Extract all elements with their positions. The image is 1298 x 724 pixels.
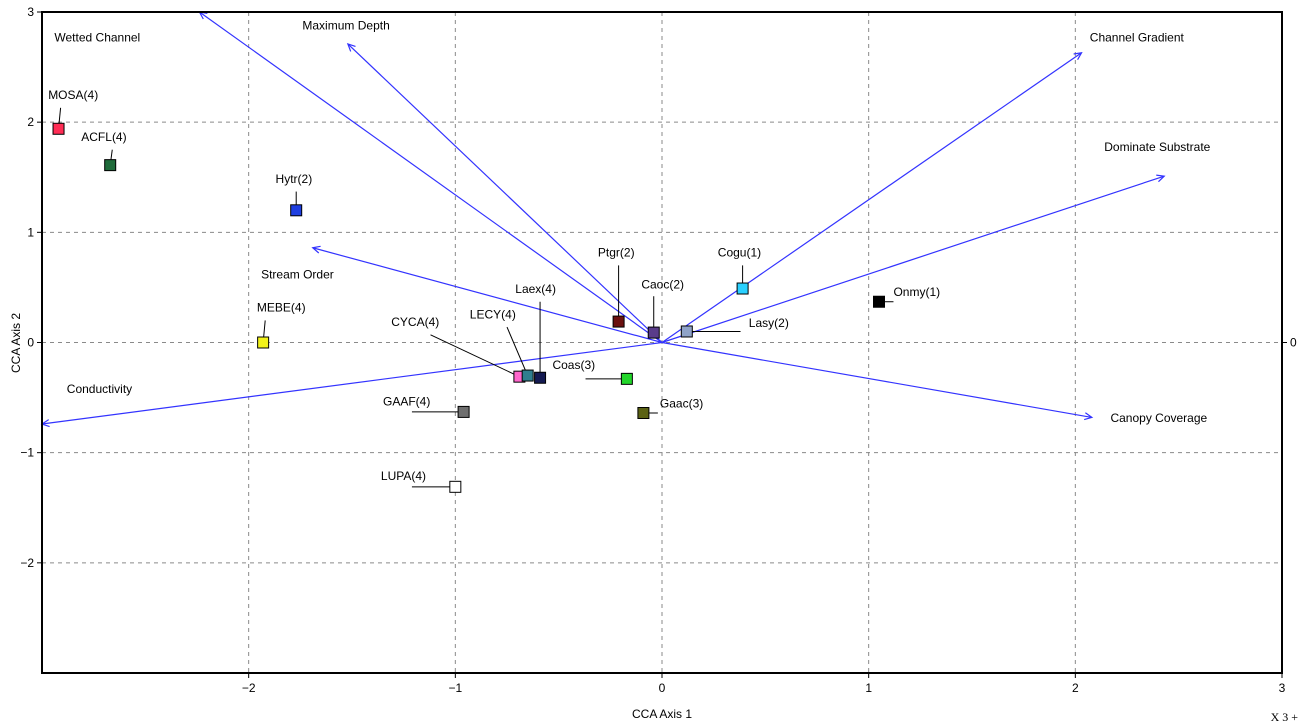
vector-label: Stream Order xyxy=(261,268,334,282)
vector-line xyxy=(41,341,663,425)
species-marker xyxy=(534,371,547,384)
y-tick-label: 0 xyxy=(27,336,34,350)
species-label: GAAF(4) xyxy=(383,394,430,408)
species-marker xyxy=(873,295,885,308)
vector-label: Maximum Depth xyxy=(302,19,389,33)
species-marker xyxy=(736,282,749,295)
species-marker xyxy=(612,315,625,328)
vector-line xyxy=(661,52,1082,343)
species-label: Ptgr(2) xyxy=(598,246,635,260)
x-tick-label: −1 xyxy=(448,681,462,695)
species-label: Coas(3) xyxy=(552,358,595,372)
species-marker xyxy=(257,336,270,349)
species-leader-line xyxy=(430,334,520,378)
vector-arrowhead xyxy=(1073,51,1083,61)
species-marker xyxy=(104,159,117,172)
species-points: MOSA(4) ACFL(4) Hytr(2) MEBE(4) CYCA(4) LECY(… xyxy=(48,88,940,493)
vector-arrowhead xyxy=(1084,412,1094,421)
plot-frame xyxy=(41,11,1283,674)
species-marker xyxy=(637,407,650,420)
vector-line xyxy=(312,247,663,344)
vector-arrowhead xyxy=(346,42,356,52)
vector-line xyxy=(347,43,663,343)
species-label: Laex(4) xyxy=(515,282,556,296)
species-label: LECY(4) xyxy=(470,307,516,321)
species-marker xyxy=(620,372,633,385)
vector-label: Dominate Substrate xyxy=(1104,140,1210,154)
species-marker xyxy=(647,326,660,339)
vector-line xyxy=(661,175,1165,344)
species-marker xyxy=(680,325,693,338)
species-marker xyxy=(521,369,534,382)
species-marker xyxy=(290,204,303,217)
species-marker xyxy=(457,405,470,418)
species-label: MOSA(4) xyxy=(48,88,98,102)
y-tick-label: 2 xyxy=(27,115,34,129)
y-tick-label: 3 xyxy=(27,5,34,19)
corner-note: X 3 + xyxy=(1270,710,1298,724)
species-label: Hytr(2) xyxy=(276,172,313,186)
vector-label: Wetted Channel xyxy=(54,31,140,45)
species-marker xyxy=(52,122,65,135)
y-tick-label: 1 xyxy=(27,225,34,239)
y-axis-title: CCA Axis 2 xyxy=(9,313,23,373)
species-label: Onmy(1) xyxy=(893,285,940,299)
axis-ticks: −2 −1 0 1 2 3 3 2 1 0 −1 −2 0 xyxy=(20,5,1297,695)
species-marker xyxy=(449,480,462,493)
environmental-vectors: Wetted Channel Maximum Depth Channel Gradi… xyxy=(40,11,1211,428)
species-label: LUPA(4) xyxy=(381,469,426,483)
y-tick-label: −2 xyxy=(20,556,34,570)
species-label: CYCA(4) xyxy=(391,315,439,329)
x-tick-label: 2 xyxy=(1072,681,1079,695)
y-tick-label: −1 xyxy=(20,446,34,460)
vector-arrowhead xyxy=(1156,174,1166,183)
vector-label: Canopy Coverage xyxy=(1110,411,1207,425)
vector-arrowhead xyxy=(311,245,321,254)
species-leader-line xyxy=(506,326,529,376)
vector-label: Conductivity xyxy=(67,382,132,396)
species-label: Lasy(2) xyxy=(749,316,789,330)
x-tick-label: 3 xyxy=(1279,681,1286,695)
vector-line xyxy=(199,11,663,343)
species-label: ACFL(4) xyxy=(81,130,126,144)
x-tick-label: 1 xyxy=(865,681,872,695)
species-label: Cogu(1) xyxy=(718,246,761,260)
x-tick-label: 0 xyxy=(659,681,666,695)
species-label: MEBE(4) xyxy=(257,301,306,315)
vector-line xyxy=(661,341,1092,419)
species-label: Gaac(3) xyxy=(660,396,703,410)
x-axis-title: CCA Axis 1 xyxy=(632,707,692,721)
x-tick-label: −2 xyxy=(242,681,256,695)
vector-label: Channel Gradient xyxy=(1090,31,1185,45)
right-tick-label: 0 xyxy=(1290,336,1297,350)
species-label: Caoc(2) xyxy=(641,278,684,292)
